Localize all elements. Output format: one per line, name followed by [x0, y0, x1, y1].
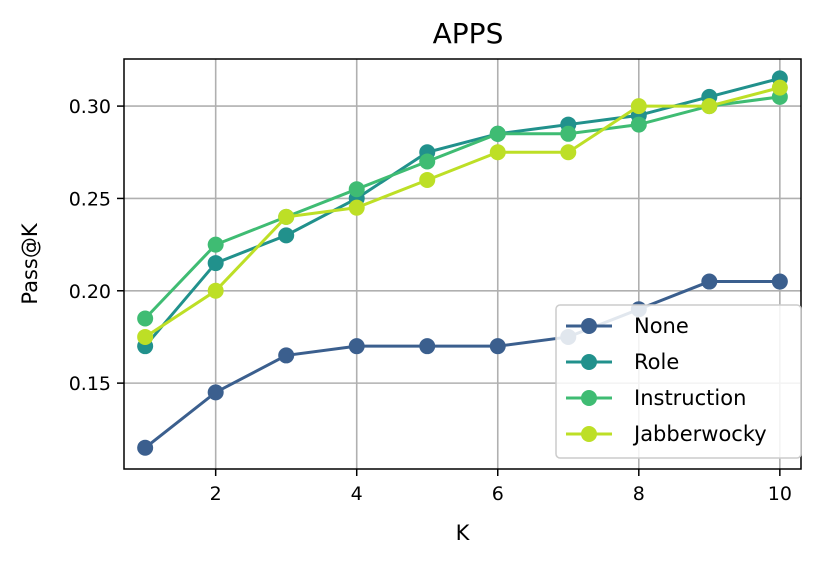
x-tick-label: 4	[351, 483, 363, 505]
x-tick-label: 2	[210, 483, 222, 505]
data-point-none	[278, 347, 295, 364]
plot-frame	[123, 58, 802, 470]
data-point-none	[419, 338, 436, 355]
series-line-instruction	[144, 95, 781, 320]
data-point-jabberwocky	[419, 171, 436, 188]
legend: None Role Instruction Jabberwocky	[555, 304, 802, 459]
series-line-jabberwocky	[144, 86, 781, 339]
legend-label-role: Role	[634, 350, 679, 374]
data-point-instruction	[207, 236, 224, 253]
data-point-instruction	[489, 125, 506, 142]
legend-marker-role	[581, 354, 597, 370]
y-tick-label: 0.30	[69, 96, 111, 118]
data-point-jabberwocky	[560, 144, 577, 161]
data-point-none	[771, 273, 788, 290]
x-tick-label: 6	[492, 483, 504, 505]
data-point-instruction	[419, 153, 436, 170]
data-point-jabberwocky	[630, 98, 647, 115]
legend-marker-instruction	[581, 390, 597, 406]
data-point-instruction	[630, 116, 647, 133]
axis-ticks: 2 4 6 8 10 0.15 0.20 0.25 0.30	[69, 96, 792, 505]
data-point-instruction	[137, 310, 154, 327]
legend-label-instruction: Instruction	[634, 386, 746, 410]
data-point-instruction	[560, 125, 577, 142]
data-point-none	[489, 338, 506, 355]
legend-box	[555, 304, 802, 459]
legend-marker-none	[581, 318, 597, 334]
data-point-jabberwocky	[771, 79, 788, 96]
data-point-jabberwocky	[348, 199, 365, 216]
data-point-jabberwocky	[701, 98, 718, 115]
data-point-jabberwocky	[278, 208, 295, 225]
data-point-role	[207, 255, 224, 272]
y-axis-label: Pass@K	[18, 222, 42, 304]
data-point-jabberwocky	[207, 282, 224, 299]
y-tick-label: 0.15	[69, 373, 111, 395]
data-point-none	[207, 384, 224, 401]
series-jabberwocky	[137, 79, 788, 345]
data-point-none	[137, 439, 154, 456]
x-axis-label: K	[456, 521, 471, 545]
x-tick-label: 10	[768, 483, 792, 505]
legend-label-jabberwocky: Jabberwocky	[632, 422, 767, 446]
data-point-instruction	[348, 181, 365, 198]
data-point-role	[278, 227, 295, 244]
y-tick-label: 0.20	[69, 281, 111, 303]
y-tick-label: 0.25	[69, 188, 111, 210]
series-line-none	[144, 280, 780, 449]
data-point-jabberwocky	[489, 144, 506, 161]
x-tick-label: 8	[633, 483, 645, 505]
data-point-none	[701, 273, 718, 290]
data-point-none	[348, 338, 365, 355]
legend-label-none: None	[634, 314, 689, 338]
chart-title: APPS	[433, 17, 504, 50]
data-point-jabberwocky	[137, 328, 154, 345]
legend-marker-jabberwocky	[581, 426, 597, 442]
